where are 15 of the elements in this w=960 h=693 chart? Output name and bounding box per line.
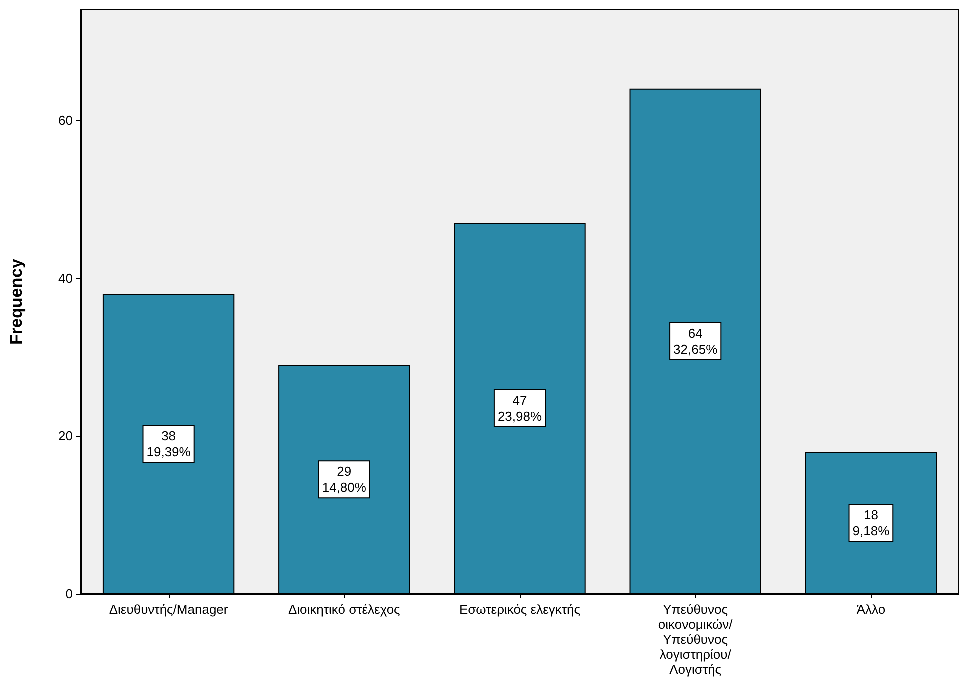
data-label: 64 32,65% (674, 326, 718, 357)
data-label: 18 9,18% (852, 507, 890, 538)
y-tick-label: 40 (58, 270, 73, 286)
data-label: 38 19,39% (146, 428, 192, 460)
x-tick-label: Εσωτερικός ελεγκτής (459, 602, 581, 617)
data-label: 29 14,80% (322, 464, 367, 496)
x-tick-label: Υπεύθυνος οικονομικών/ Υπεύθυνος λογιστηρίου/ Λογιστής (658, 602, 734, 677)
y-tick-label: 0 (66, 586, 73, 602)
x-tick-label: Άλλο (856, 602, 886, 617)
y-tick-label: 60 (58, 112, 73, 128)
y-axis-title: Frequency (7, 258, 26, 345)
x-tick-label: Διευθυντής/Manager (109, 602, 229, 617)
y-tick-label: 20 (58, 428, 73, 444)
x-tick-label: Διοικητικό στέλεχος (288, 602, 400, 617)
data-label: 47 23,98% (498, 393, 542, 424)
